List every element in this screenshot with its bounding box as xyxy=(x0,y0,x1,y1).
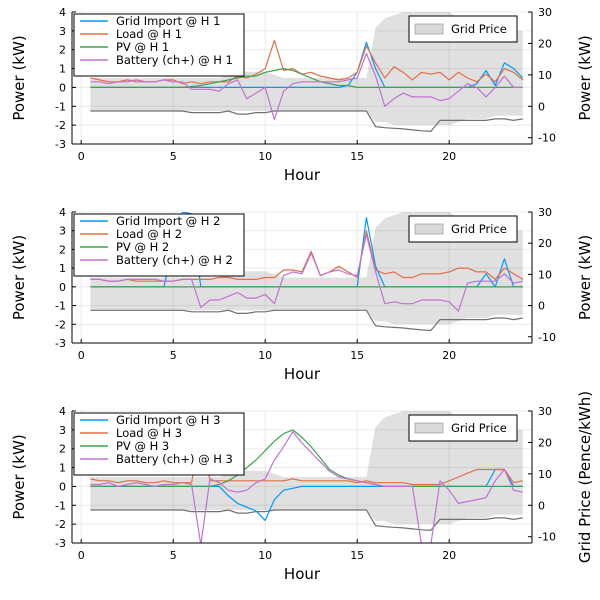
series-line-4 xyxy=(90,233,523,312)
y-tick-label: 2 xyxy=(59,243,66,256)
y-tick-label: 1 xyxy=(59,462,66,475)
y-tick-label: 4 xyxy=(59,405,66,418)
y-tick-label: -2 xyxy=(55,318,66,331)
legend-label: PV @ H 2 xyxy=(116,240,169,254)
y2-tick-label: 20 xyxy=(538,37,552,50)
y-tick-label: -1 xyxy=(55,499,66,512)
y-tick-label: 4 xyxy=(59,6,66,19)
y-tick-label: -3 xyxy=(55,337,66,350)
y2-tick-label: -10 xyxy=(538,132,556,145)
legend-label: PV @ H 1 xyxy=(116,40,169,54)
legend-label: Battery (ch+) @ H 3 xyxy=(116,452,233,466)
y-axis-label: Power (kW) xyxy=(10,434,28,519)
price-line xyxy=(90,509,523,532)
y2-tick-label: 0 xyxy=(538,100,545,113)
x-axis-label: Hour xyxy=(284,365,321,383)
x-tick-label: 20 xyxy=(442,549,456,562)
legend-label: Grid Import @ H 2 xyxy=(116,214,220,228)
y-tick-label: 4 xyxy=(59,206,66,219)
legend-label: Battery (ch+) @ H 2 xyxy=(116,253,233,267)
legend2-swatch xyxy=(414,223,444,235)
legend-box xyxy=(73,213,245,277)
y2-tick-label: 30 xyxy=(538,206,552,219)
x-tick-label: 15 xyxy=(350,349,364,362)
price-line xyxy=(90,309,523,332)
legend-label: Load @ H 1 xyxy=(116,27,182,41)
y-tick-label: -2 xyxy=(55,518,66,531)
y-tick-label: 0 xyxy=(59,480,66,493)
legend2-box xyxy=(408,15,518,43)
y-tick-label: -2 xyxy=(55,119,66,132)
legend-label: Load @ H 3 xyxy=(116,426,182,440)
y2-axis-label: Power (kW) xyxy=(576,35,594,120)
y-tick-label: -3 xyxy=(55,537,66,550)
y2-tick-label: 0 xyxy=(538,300,545,313)
legend2-swatch xyxy=(414,422,444,434)
legend-box xyxy=(73,412,245,476)
legend-label: Load @ H 2 xyxy=(116,227,182,241)
y2-axis-label: Power (kW) xyxy=(576,235,594,320)
y-axis-label: Power (kW) xyxy=(10,235,28,320)
series-line-4 xyxy=(90,431,523,543)
y2-tick-label: 20 xyxy=(538,436,552,449)
y2-tick-label: 20 xyxy=(538,237,552,250)
series-line-3 xyxy=(90,429,523,487)
x-tick-label: 5 xyxy=(170,150,177,163)
x-tick-label: 0 xyxy=(78,349,85,362)
x-tick-label: 15 xyxy=(350,549,364,562)
y2-tick-label: 0 xyxy=(538,499,545,512)
y-tick-label: -1 xyxy=(55,300,66,313)
y-axis-label: Power (kW) xyxy=(10,35,28,120)
y-tick-label: 1 xyxy=(59,63,66,76)
x-tick-label: 10 xyxy=(258,150,272,163)
x-tick-label: 5 xyxy=(170,549,177,562)
legend-label: Grid Import @ H 1 xyxy=(116,14,220,28)
y-tick-label: 3 xyxy=(59,225,66,238)
x-tick-label: 10 xyxy=(258,349,272,362)
y2-tick-label: 10 xyxy=(538,468,552,481)
x-tick-label: 0 xyxy=(78,549,85,562)
y-tick-label: 0 xyxy=(59,281,66,294)
legend-box xyxy=(73,13,245,77)
legend2-label: Grid Price xyxy=(451,222,507,236)
legend2-label: Grid Price xyxy=(451,22,507,36)
y-tick-label: -1 xyxy=(55,100,66,113)
y2-axis-label: Grid Price (Pence/kWh) xyxy=(576,391,594,563)
y-tick-label: -3 xyxy=(55,138,66,151)
y2-tick-label: -10 xyxy=(538,531,556,544)
price-line xyxy=(90,110,523,133)
x-axis-label: Hour xyxy=(284,565,321,583)
x-tick-label: 5 xyxy=(170,349,177,362)
y-tick-label: 3 xyxy=(59,424,66,437)
y2-tick-label: -10 xyxy=(538,331,556,344)
legend-label: PV @ H 3 xyxy=(116,439,169,453)
x-tick-label: 15 xyxy=(350,150,364,163)
x-tick-label: 10 xyxy=(258,549,272,562)
y2-tick-label: 30 xyxy=(538,6,552,19)
x-tick-label: 20 xyxy=(442,349,456,362)
y2-tick-label: 10 xyxy=(538,268,552,281)
y-tick-label: 2 xyxy=(59,443,66,456)
y-tick-label: 2 xyxy=(59,44,66,57)
x-tick-label: 20 xyxy=(442,150,456,163)
legend-label: Battery (ch+) @ H 1 xyxy=(116,53,233,67)
series-line-3 xyxy=(90,68,523,88)
y-tick-label: 1 xyxy=(59,262,66,275)
legend2-swatch xyxy=(414,23,444,35)
x-axis-label: Hour xyxy=(284,166,321,184)
y-tick-label: 3 xyxy=(59,25,66,38)
series-line-2 xyxy=(90,429,523,486)
x-tick-label: 0 xyxy=(78,150,85,163)
series-line-4 xyxy=(90,52,523,121)
y-tick-label: 0 xyxy=(59,81,66,94)
legend2-label: Grid Price xyxy=(451,421,507,435)
legend-label: Grid Import @ H 3 xyxy=(116,413,220,427)
y2-tick-label: 10 xyxy=(538,69,552,82)
y2-tick-label: 30 xyxy=(538,405,552,418)
